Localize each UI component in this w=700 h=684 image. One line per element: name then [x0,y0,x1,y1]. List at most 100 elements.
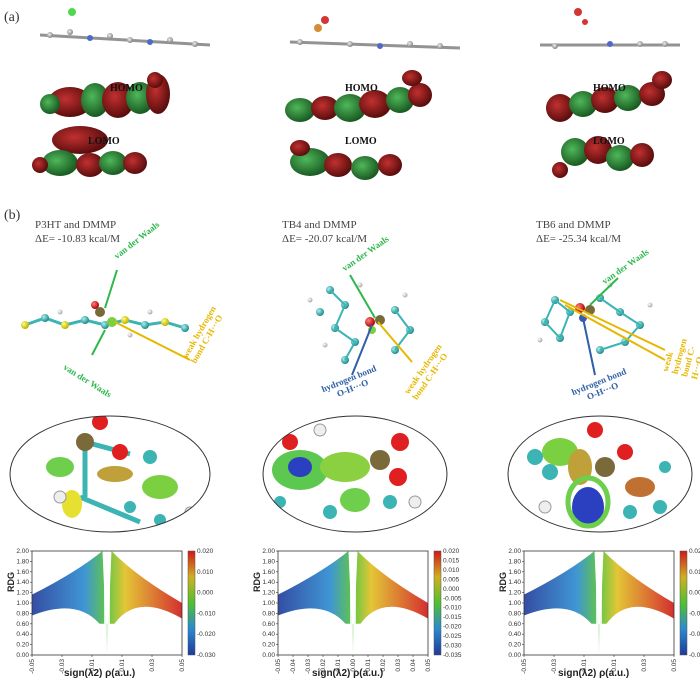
y-tick-label: 0.20 [262,642,275,649]
x-tick-label: -0.05 [521,659,528,674]
weak-hbond-arrow-p3ht [114,321,191,361]
y-tick-label: 0.00 [508,652,521,659]
binding-energy: ΔE= -20.07 kcal/M [282,233,368,245]
colorbar-tick-label: -0.030 [443,643,462,650]
lomo-orbital-p3ht [32,126,147,177]
y-tick-label: 0.60 [508,621,521,628]
x-tick-label: 0.05 [179,659,186,672]
column-title-tb4: TB4 and DMMP ΔE= -20.07 kcal/M [282,218,367,246]
y-tick-label: 1.80 [262,558,275,565]
hbond-arrow-tb4 [351,324,373,376]
colorbar-tick-label: -0.010 [197,610,216,617]
x-tick-label: -0.01 [581,659,588,674]
rdg-xlabel-tb4: sign(λ2) ρ(a.u.) [312,668,384,679]
colorbar-tick-label: 0.010 [197,569,214,576]
isosurface-tb6 [508,416,692,532]
center-gap [104,551,110,655]
x-tick-label: 0.01 [611,659,618,672]
binding-energy: ΔE= -10.83 kcal/M [35,233,121,245]
x-tick-label: -0.04 [290,659,297,674]
homo-orbital-tb4 [285,70,432,122]
scatter-cloud [524,551,674,655]
y-tick-label: 1.80 [16,558,29,565]
y-tick-label: 1.60 [508,569,521,576]
colorbar [187,550,196,656]
colorbar-tick-label: -0.020 [689,631,700,638]
y-tick-label: 1.20 [262,590,275,597]
colorbar-tick-label: 0.005 [443,576,460,583]
homo-orbital-tb6 [546,71,672,122]
y-tick-label: 1.20 [508,590,521,597]
x-tick-label: 0.02 [380,659,387,672]
molecule-skeleton-p3ht [39,8,211,47]
colorbar-tick-label: 0.020 [197,548,214,555]
rdg-chart-tb4: 2.00 1.80 1.60 1.40 1.20 1.00 0.80 0.60 0.40 0.20… [262,548,461,674]
panel-b-label: (b) [4,208,21,223]
rdg-ylabel-p3ht: RDG [6,572,16,592]
colorbar-tick-label: 0.010 [689,569,700,576]
colorbar-tick-label: -0.015 [443,614,462,621]
vdw-arrow-tb4 [349,274,376,319]
complex-name: TB4 and DMMP [282,219,357,231]
panel-a-orbitals [32,8,680,180]
lomo-orbital-tb6 [552,136,654,178]
y-tick-label: 1.60 [262,569,275,576]
scatter-region [32,551,182,655]
scatter-cloud [32,551,182,655]
scatter-cloud [278,551,428,655]
lomo-label-tb6: LOMO [593,136,625,147]
x-tick-label: 0.01 [365,659,372,672]
isosurface-p3ht [10,416,210,532]
colorbar-tick-label: 0.000 [689,590,700,597]
scatter-region [278,551,428,655]
colorbar-tick-label: 0.020 [689,548,700,555]
vdw-arrow-tb6 [589,277,619,306]
x-tick-label: -0.01 [89,659,96,674]
x-tick-label: -0.02 [320,659,327,674]
homo-label-p3ht: HOMO [110,83,143,94]
center-gap [350,551,356,655]
rdg-xlabel-tb6: sign(λ2) ρ(a.u.) [558,668,630,679]
lomo-orbital-tb4 [290,140,402,180]
x-tick-label: -0.01 [335,659,342,674]
colorbar-tick-label: -0.020 [197,631,216,638]
column-title-tb6: TB6 and DMMP ΔE= -25.34 kcal/M [536,218,621,246]
molecule-skeleton-tb4 [289,16,461,50]
y-tick-label: 1.60 [16,569,29,576]
colorbar-tick-label: 0.010 [443,567,460,574]
colorbar-tick-label: 0.000 [197,590,214,597]
y-tick-label: 0.20 [16,642,29,649]
y-tick-label: 0.80 [262,610,275,617]
colorbar-tick-label: 0.000 [443,586,460,593]
y-tick-label: 1.20 [16,590,29,597]
isosurface-tb4 [263,416,447,532]
lomo-label-tb4: LOMO [345,136,377,147]
x-tick-label: -0.05 [29,659,36,674]
structure-tb4 [307,282,414,364]
colorbar [679,550,688,656]
homo-orbital-p3ht [40,72,170,118]
colorbar-tick-label: 0.015 [443,557,460,564]
y-tick-label: 0.80 [16,610,29,617]
x-tick-label: -0.03 [59,659,66,674]
y-tick-label: 0.40 [262,631,275,638]
isosurface-views [9,415,693,533]
colorbar-tick-label: -0.035 [443,652,462,659]
center-gap [596,551,602,655]
hbond-arrow-tb6 [582,317,596,376]
y-tick-label: 0.60 [262,621,275,628]
rdg-chart-tb6: 2.00 1.80 1.60 1.40 1.20 1.00 0.80 0.60 0.40 0.20… [508,548,700,674]
x-tick-label: 0.01 [119,659,126,672]
x-tick-label: 0.04 [410,659,417,672]
rdg-ylabel-tb4: RDG [252,572,262,592]
y-tick-label: 2.00 [508,548,521,555]
binding-energy: ΔE= -25.34 kcal/M [536,233,622,245]
colorbar-tick-label: -0.010 [443,605,462,612]
interaction-structures [21,269,666,376]
x-tick-label: 0.03 [395,659,402,672]
rdg-xlabel-p3ht: sign(λ2) ρ(a.u.) [64,668,136,679]
panel-a-label: (a) [4,10,20,25]
y-tick-label: 2.00 [16,548,29,555]
x-tick-label: 0.00 [350,659,357,672]
y-tick-label: 1.40 [262,579,275,586]
